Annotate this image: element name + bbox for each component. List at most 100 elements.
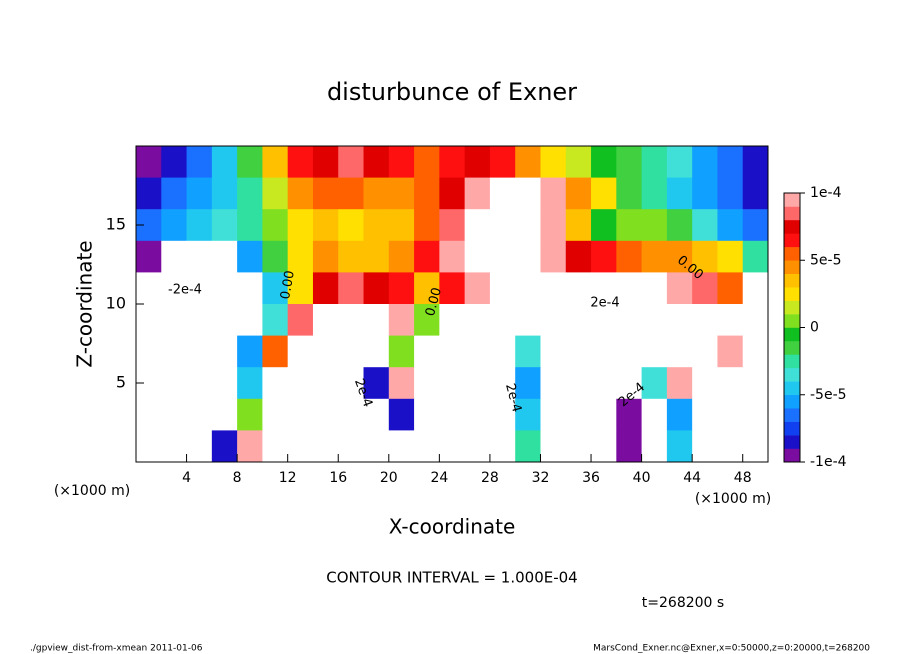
- cell: [237, 209, 263, 242]
- colorbar-swatch: [784, 219, 800, 234]
- cell: [565, 272, 592, 305]
- cell: [540, 272, 567, 305]
- cell: [211, 304, 238, 337]
- cell: [287, 335, 314, 368]
- cell: [717, 240, 744, 273]
- cell: [363, 146, 390, 179]
- cell: [312, 272, 339, 305]
- cell: [565, 398, 592, 431]
- cell: [338, 367, 365, 400]
- cell: [287, 177, 314, 210]
- cell: [591, 335, 617, 368]
- cell: [489, 304, 516, 337]
- cell: [489, 209, 516, 242]
- cell: [186, 335, 213, 368]
- cell: [414, 398, 440, 431]
- cell: [262, 398, 289, 431]
- colorbar-swatch: [784, 381, 800, 396]
- cell: [136, 304, 162, 337]
- contour-label: 0.00: [278, 269, 298, 300]
- cell: [717, 430, 744, 463]
- x-tick-label: 44: [683, 470, 701, 486]
- cell: [540, 335, 567, 368]
- cell: [489, 430, 516, 463]
- cell: [464, 398, 491, 431]
- cell: [388, 146, 415, 179]
- cell: [312, 304, 339, 337]
- cell: [515, 146, 541, 179]
- contour-label: 2e-4: [590, 296, 619, 311]
- cell: [136, 272, 162, 305]
- cell: [464, 146, 491, 179]
- cell: [591, 304, 617, 337]
- cell: [414, 367, 440, 400]
- cell: [616, 367, 643, 400]
- cell: [136, 177, 162, 210]
- cell: [591, 209, 617, 242]
- x-tick-label: 8: [233, 470, 242, 486]
- cell: [439, 367, 466, 400]
- cell: [616, 335, 643, 368]
- cell: [338, 304, 365, 337]
- cell: [211, 146, 238, 179]
- cell: [565, 209, 592, 242]
- x-tick-label: 20: [380, 470, 398, 486]
- y-axis-label: Z-coordinate: [73, 240, 97, 367]
- cell: [464, 240, 491, 273]
- cell: [262, 304, 289, 337]
- contour-note: CONTOUR INTERVAL = 1.000E-04: [326, 569, 577, 587]
- chart-title: disturbunce of Exner: [327, 78, 577, 106]
- colorbar-swatch: [784, 367, 800, 382]
- cell: [591, 146, 617, 179]
- cell: [666, 272, 693, 305]
- x-unit-label: (×1000 m): [54, 483, 130, 499]
- cell: [666, 335, 693, 368]
- cell: [666, 177, 693, 210]
- cell: [136, 430, 162, 463]
- colorbar-swatch: [784, 340, 800, 355]
- footer-left: ./gpview_dist-from-xmean 2011-01-06: [30, 644, 203, 654]
- cell: [439, 398, 466, 431]
- cell: [742, 335, 769, 368]
- cell: [388, 209, 415, 242]
- cell: [136, 146, 162, 179]
- cell: [312, 209, 339, 242]
- cell: [414, 304, 440, 337]
- cell: [388, 177, 415, 210]
- cell: [186, 398, 213, 431]
- contour-label: 0.00: [423, 286, 445, 318]
- cell: [540, 177, 567, 210]
- cell: [515, 398, 541, 431]
- cell: [717, 272, 744, 305]
- cell: [363, 335, 390, 368]
- cell: [237, 177, 263, 210]
- cell: [439, 240, 466, 273]
- cell: [666, 398, 693, 431]
- cell: [742, 146, 769, 179]
- cell: [717, 367, 744, 400]
- cell: [515, 335, 541, 368]
- cell: [439, 272, 466, 305]
- cell: [692, 398, 718, 431]
- cell: [464, 367, 491, 400]
- cell: [591, 430, 617, 463]
- cell: [414, 177, 440, 210]
- x-tick-label: 16: [329, 470, 347, 486]
- cell: [489, 272, 516, 305]
- contour-label: -2e-4: [168, 283, 202, 298]
- cell: [565, 367, 592, 400]
- cell: [742, 367, 769, 400]
- cell: [540, 367, 567, 400]
- cell: [414, 240, 440, 273]
- cell: [565, 335, 592, 368]
- cell: [186, 272, 213, 305]
- x-tick-label: 28: [481, 470, 499, 486]
- x-tick-label: 12: [279, 470, 297, 486]
- cell: [515, 240, 541, 273]
- colorbar-swatch: [784, 421, 800, 436]
- cell: [262, 146, 289, 179]
- cell: [287, 240, 314, 273]
- cell: [136, 335, 162, 368]
- cell: [591, 272, 617, 305]
- cell: [363, 272, 390, 305]
